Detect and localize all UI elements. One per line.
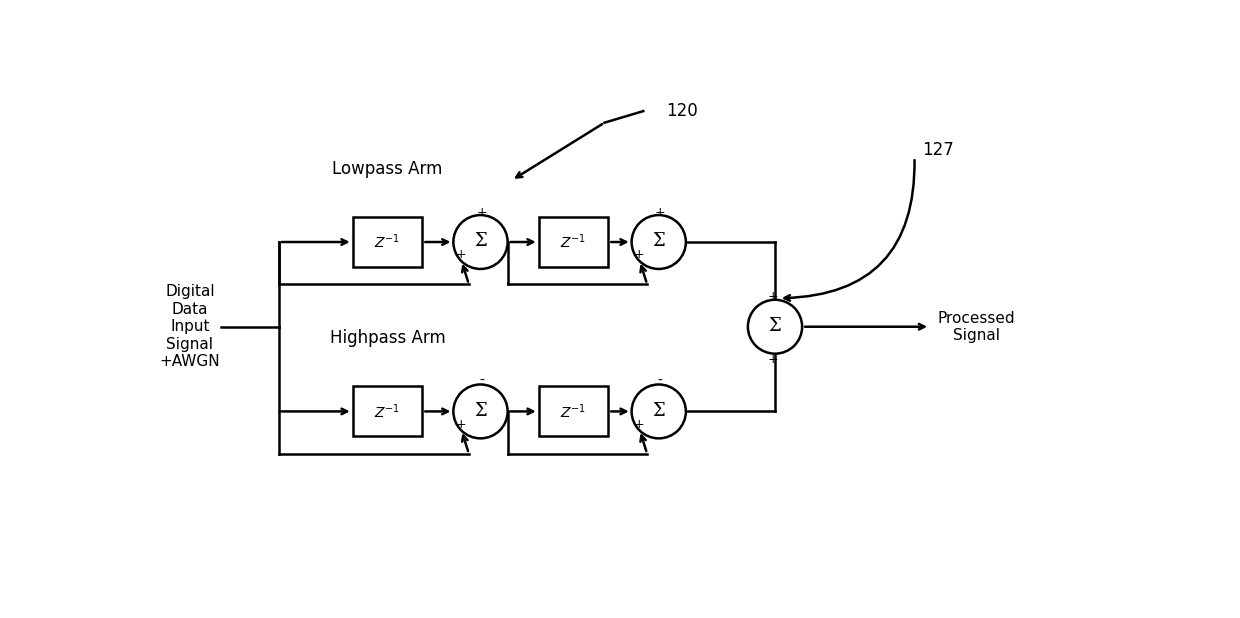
Circle shape	[631, 384, 686, 438]
FancyBboxPatch shape	[352, 386, 423, 436]
Text: +: +	[476, 206, 487, 219]
Text: Σ: Σ	[474, 402, 487, 420]
Text: Σ: Σ	[652, 232, 665, 250]
Text: $Z^{-1}$: $Z^{-1}$	[374, 402, 401, 421]
FancyBboxPatch shape	[538, 217, 609, 267]
Text: $Z^{-1}$: $Z^{-1}$	[560, 233, 587, 252]
Circle shape	[748, 300, 802, 353]
Text: Σ: Σ	[652, 402, 665, 420]
Text: Lowpass Arm: Lowpass Arm	[332, 160, 443, 178]
Text: +: +	[634, 418, 645, 431]
Text: +: +	[456, 418, 466, 431]
Text: Processed
Signal: Processed Signal	[937, 310, 1016, 343]
Text: +: +	[768, 353, 777, 366]
Text: -: -	[480, 375, 485, 388]
Text: Highpass Arm: Highpass Arm	[330, 329, 445, 347]
Text: -: -	[658, 375, 662, 388]
Text: +: +	[655, 206, 666, 219]
Text: 120: 120	[667, 102, 698, 120]
Text: +: +	[634, 248, 645, 261]
Circle shape	[454, 384, 507, 438]
Text: $Z^{-1}$: $Z^{-1}$	[374, 233, 401, 252]
Text: $Z^{-1}$: $Z^{-1}$	[560, 402, 587, 421]
Circle shape	[454, 215, 507, 269]
Text: 127: 127	[923, 141, 954, 159]
FancyArrowPatch shape	[785, 160, 915, 301]
Circle shape	[631, 215, 686, 269]
Text: Σ: Σ	[769, 317, 781, 335]
Text: +: +	[768, 290, 777, 303]
FancyBboxPatch shape	[352, 217, 423, 267]
Text: Σ: Σ	[474, 232, 487, 250]
Text: +: +	[456, 248, 466, 261]
FancyBboxPatch shape	[538, 386, 609, 436]
Text: Digital
Data
Input
Signal
+AWGN: Digital Data Input Signal +AWGN	[160, 284, 221, 369]
